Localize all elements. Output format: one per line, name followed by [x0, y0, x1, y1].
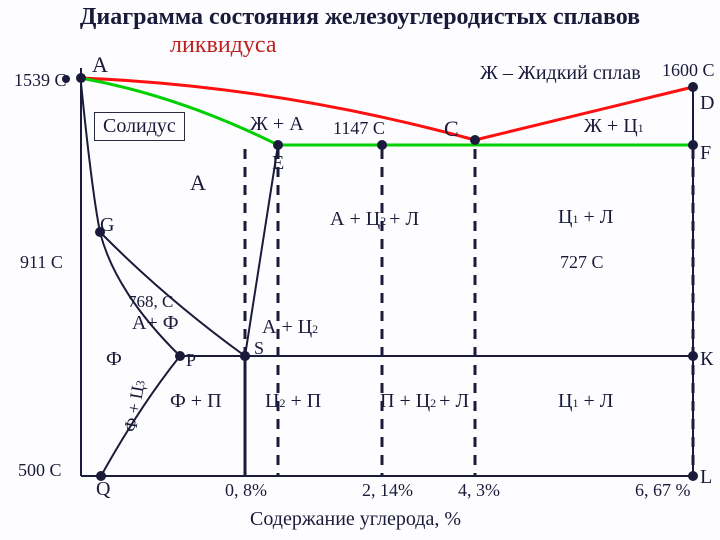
label-solidus: Солидус — [94, 112, 185, 141]
temp-768: 768, С — [128, 292, 173, 312]
point-F: F — [700, 142, 711, 165]
phase-ts1-l: Ц1 + Л — [558, 206, 613, 229]
point-E: Е — [272, 152, 284, 175]
xtick: 0, 8% — [225, 480, 267, 501]
xtick: 2, 14% — [362, 480, 413, 501]
phase-p-ts2-l: П + Ц2 + Л — [380, 390, 469, 413]
phase-a-ts2-l: А + Ц2 + Л — [330, 208, 419, 231]
temp-1539: 1539 С — [14, 70, 67, 91]
phase-ts1-l2: Ц1 + Л — [558, 390, 613, 413]
point-A: А — [92, 52, 108, 78]
phase-f-p: Ф + П — [170, 390, 222, 413]
temp-500: 500 С — [18, 460, 62, 481]
temp-727: 727 С — [560, 252, 604, 273]
point-G: G — [100, 214, 114, 237]
xaxis-label: Содержание углерода, % — [250, 508, 461, 531]
phase-a-ts2: А + Ц2 — [262, 316, 318, 339]
xtick: 6, 67 % — [635, 480, 691, 501]
phase-a-f: А+ Ф — [132, 312, 179, 335]
temp-1600: 1600 С — [662, 60, 715, 81]
point-S: S — [254, 338, 264, 359]
point-A2: А — [190, 170, 206, 196]
phase-f: Ф — [106, 348, 122, 371]
temp-911: 911 С — [20, 252, 63, 273]
phase-zh-ts1: Ж + Ц1 — [584, 115, 644, 138]
temp-1147: 1147 С — [333, 118, 385, 139]
xtick: 4, 3% — [458, 480, 500, 501]
point-P: Р — [186, 350, 196, 371]
point-Q: Q — [96, 478, 110, 501]
phase-zh-a: Ж + А — [250, 113, 304, 136]
point-K: К — [700, 348, 713, 371]
phase-liquid: Ж – Жидкий сплав — [480, 62, 641, 85]
phase-ts2-p: Ц2 + П — [265, 390, 321, 413]
point-C: С — [444, 116, 459, 142]
point-D: D — [700, 92, 714, 115]
point-L: L — [700, 466, 712, 489]
